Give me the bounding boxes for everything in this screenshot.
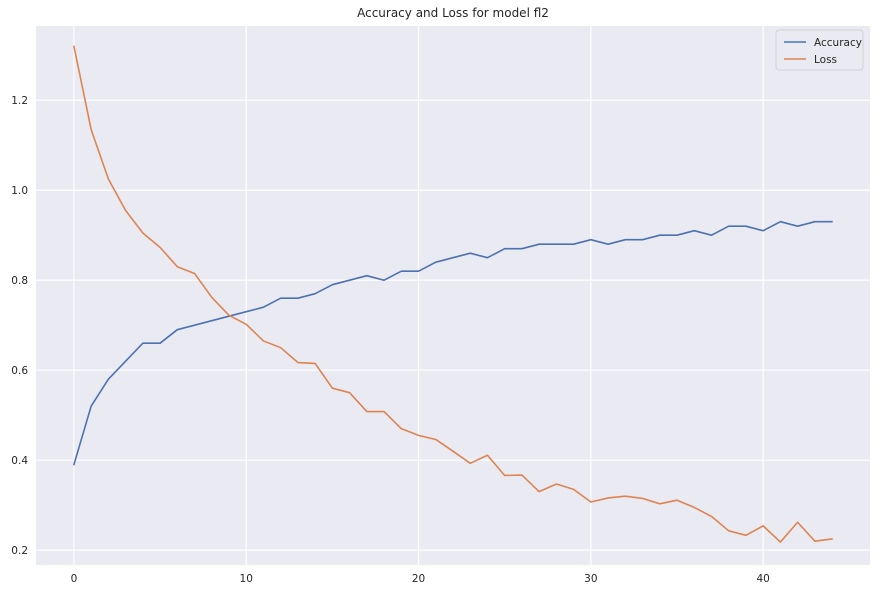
chart-title: Accuracy and Loss for model fl2 [357,6,549,20]
series-line-accuracy [73,220,833,466]
grid-lines [36,26,870,565]
y-tick-label: 1.2 [11,95,28,107]
x-tick-label: 30 [584,573,597,585]
y-tick-label: 0.8 [11,275,28,287]
y-tick-label: 0.2 [11,545,28,557]
x-tick-label: 40 [756,573,769,585]
y-tick-label: 1.0 [11,185,28,197]
y-tick-label: 0.6 [11,365,28,377]
series-line-loss [73,45,833,543]
x-tick-label: 10 [240,573,253,585]
y-tick-label: 0.4 [11,455,28,467]
x-tick-label: 0 [71,573,78,585]
legend-label-loss: Loss [814,54,837,66]
plot-area [36,26,870,565]
x-tick-label: 20 [412,573,425,585]
legend-label-accuracy: Accuracy [814,37,862,49]
series-lines [73,45,833,543]
legend: Accuracy Loss [775,29,864,71]
x-axis-ticks: 0 10 20 30 40 [71,573,770,585]
legend-box [775,29,864,71]
y-axis-ticks: 0.2 0.4 0.6 0.8 1.0 1.2 [11,95,28,557]
